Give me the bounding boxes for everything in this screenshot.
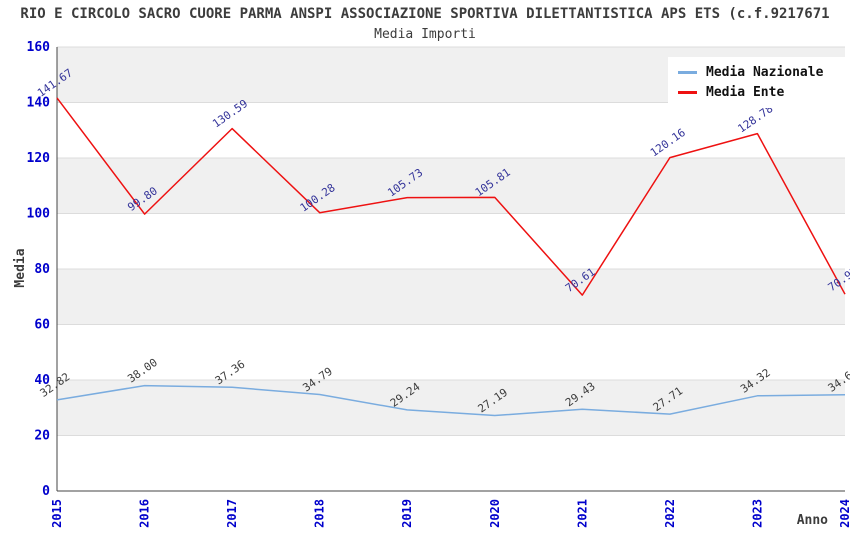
y-tick-label: 0 (42, 484, 50, 499)
y-tick-label: 100 (27, 207, 51, 222)
x-tick-label: 2024 (838, 499, 850, 528)
x-tick-label: 2016 (138, 499, 152, 528)
legend-item-media-nazionale: Media Nazionale (678, 64, 846, 81)
y-tick-label: 20 (34, 429, 50, 444)
chart-subtitle: Media Importi (374, 27, 476, 42)
x-tick-label: 2015 (50, 499, 64, 528)
plot-band (57, 269, 845, 325)
x-tick-label: 2020 (488, 499, 502, 528)
media-ente-line-swatch (678, 91, 697, 94)
media-nazionale-line (56, 384, 846, 417)
legend-item-media-ente: Media Ente (678, 84, 846, 101)
y-tick-label: 80 (34, 262, 50, 277)
y-tick-label: 60 (34, 318, 50, 333)
chart-title: RIO E CIRCOLO SACRO CUORE PARMA ANSPI AS… (20, 6, 830, 22)
media-nazionale-line-swatch (678, 71, 697, 74)
x-tick-label: 2017 (225, 499, 239, 528)
x-tick-label: 2021 (575, 499, 589, 528)
x-tick-label: 2023 (750, 499, 764, 528)
y-tick-label: 140 (27, 96, 51, 111)
y-axis-title: Media (13, 248, 28, 287)
media-ente-line (56, 97, 846, 296)
x-tick-label: 2018 (313, 499, 327, 528)
legend-label-media-nazionale: Media Nazionale (706, 65, 824, 80)
x-tick-label: 2022 (663, 499, 677, 528)
x-axis-title: Anno (797, 513, 828, 528)
plot-band (57, 158, 845, 214)
legend: Media Nazionale Media Ente (668, 57, 846, 108)
x-tick-label: 2019 (400, 499, 414, 528)
y-tick-label: 40 (34, 373, 50, 388)
legend-label-media-ente: Media Ente (706, 85, 785, 100)
y-tick-label: 160 (27, 40, 51, 55)
plot-band (57, 380, 845, 436)
y-tick-label: 120 (27, 151, 51, 166)
